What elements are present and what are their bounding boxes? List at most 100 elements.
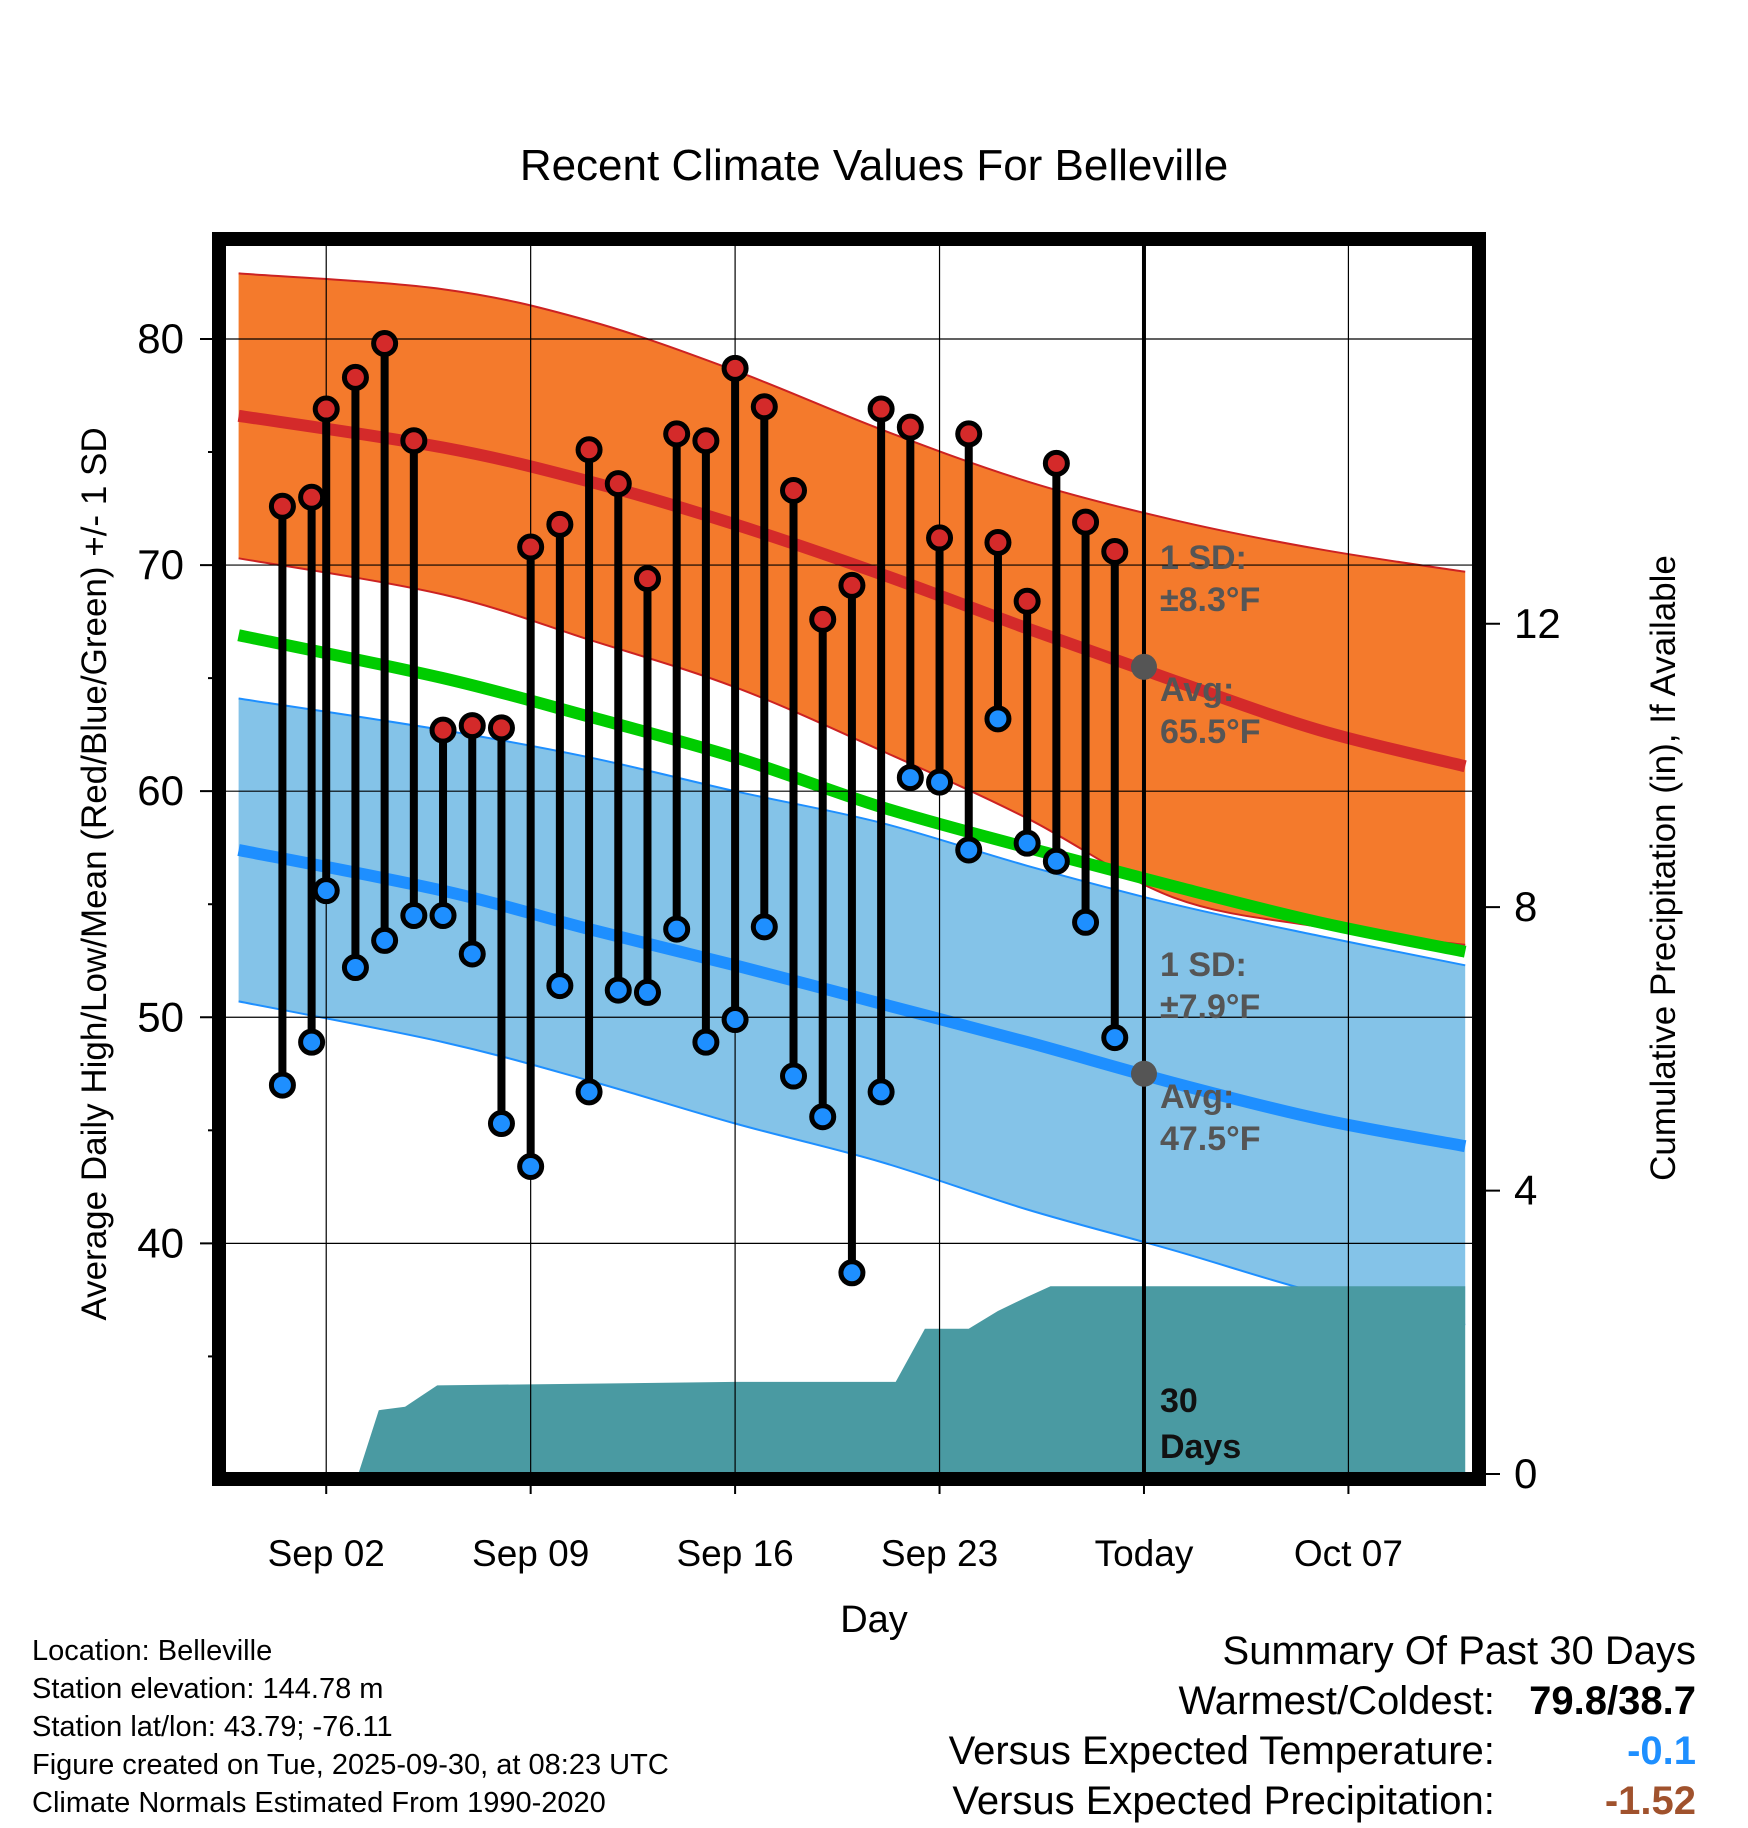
temp-label: Versus Expected Temperature: xyxy=(948,1729,1495,1773)
high-point xyxy=(663,420,691,448)
warmest-value: 79.8/38.7 xyxy=(1529,1679,1696,1723)
high-sd-value: ±8.3°F xyxy=(1160,581,1260,619)
elevation-text: Station elevation: 144.78 m xyxy=(32,1673,384,1705)
low-point xyxy=(926,768,954,796)
low-point xyxy=(458,940,486,968)
low-point xyxy=(955,836,983,864)
low-point xyxy=(604,976,632,1004)
x-tick-label: Sep 09 xyxy=(472,1533,589,1574)
low-point xyxy=(984,705,1012,733)
y-tick-label: 80 xyxy=(137,315,184,362)
high-point xyxy=(926,524,954,552)
summary-panel: Summary Of Past 30 Days Warmest/Coldest:… xyxy=(949,1626,1696,1826)
high-avg-label: Avg: xyxy=(1160,671,1234,709)
x-tick-label: Today xyxy=(1095,1533,1194,1574)
precip-value: -1.52 xyxy=(1604,1779,1696,1823)
high-point xyxy=(400,427,428,455)
low-point xyxy=(692,1028,720,1056)
low-point xyxy=(1042,847,1070,875)
high-point xyxy=(984,528,1012,556)
high-point xyxy=(780,476,808,504)
low-point xyxy=(487,1110,515,1138)
low-point xyxy=(809,1103,837,1131)
summary-title: Summary Of Past 30 Days xyxy=(1222,1629,1696,1673)
low-point xyxy=(517,1153,545,1180)
today-avg-low-marker xyxy=(1130,1060,1157,1087)
high-point xyxy=(487,714,515,742)
high-point xyxy=(1072,508,1100,536)
high-point xyxy=(341,363,369,391)
high-point xyxy=(604,470,632,498)
normals-text: Climate Normals Estimated From 1990-2020 xyxy=(32,1787,606,1819)
y2-tick-label: 4 xyxy=(1514,1167,1537,1214)
temp-value: -0.1 xyxy=(1627,1729,1696,1773)
period-unit: Days xyxy=(1160,1428,1241,1466)
high-point xyxy=(750,393,778,421)
low-point xyxy=(867,1078,895,1106)
high-point xyxy=(458,712,486,740)
high-point xyxy=(371,329,399,357)
y2-tick-label: 8 xyxy=(1514,883,1537,930)
precip-label: Versus Expected Precipitation: xyxy=(952,1779,1495,1823)
high-point xyxy=(633,565,661,593)
warmest-label: Warmest/Coldest: xyxy=(1178,1679,1495,1723)
low-point xyxy=(780,1062,808,1090)
low-point xyxy=(838,1259,866,1287)
period-label: 30 xyxy=(1160,1382,1198,1420)
low-point xyxy=(721,1006,749,1034)
observed-values xyxy=(268,329,1129,1287)
high-point xyxy=(298,483,326,511)
high-sd-label: 1 SD: xyxy=(1160,539,1247,577)
low-point xyxy=(371,926,399,954)
low-point xyxy=(298,1028,326,1056)
high-point xyxy=(896,413,924,441)
high-point xyxy=(955,420,983,448)
high-point xyxy=(721,354,749,382)
latlon-text: Station lat/lon: 43.79; -76.11 xyxy=(32,1711,393,1743)
y2-tick-label: 12 xyxy=(1514,600,1561,647)
high-point xyxy=(575,436,603,464)
precip-area xyxy=(334,1286,1466,1474)
chart-title: Recent Climate Values For Belleville xyxy=(520,141,1228,190)
high-point xyxy=(312,395,340,423)
x-tick-label: Sep 02 xyxy=(268,1533,385,1574)
summary-temp-row: Versus Expected Temperature: -0.1 xyxy=(949,1726,1696,1776)
high-point xyxy=(429,716,457,744)
x-tick-label: Sep 16 xyxy=(676,1533,793,1574)
low-point xyxy=(268,1071,296,1099)
high-point xyxy=(517,533,545,561)
low-point xyxy=(429,902,457,930)
high-point xyxy=(692,427,720,455)
y2-tick-label: 0 xyxy=(1514,1450,1537,1497)
y-axis-label: Average Daily High/Low/Mean (Red/Blue/Gr… xyxy=(75,427,114,1320)
low-avg-label: Avg: xyxy=(1160,1078,1234,1116)
high-point xyxy=(268,492,296,520)
axes: Sep 02 Sep 09 Sep 16 Sep 23 Today Oct 0740506… xyxy=(137,232,1561,1574)
low-sd-value: ±7.9°F xyxy=(1160,988,1260,1026)
y-tick-label: 50 xyxy=(137,993,184,1040)
low-point xyxy=(1072,908,1100,936)
low-point xyxy=(663,915,691,943)
low-point xyxy=(546,972,574,1000)
high-point xyxy=(1013,587,1041,615)
high-point xyxy=(1101,538,1129,565)
x-axis-label: Day xyxy=(840,1599,908,1641)
x-tick-label: Sep 23 xyxy=(881,1533,998,1574)
low-point xyxy=(750,913,778,941)
created-text: Figure created on Tue, 2025-09-30, at 08… xyxy=(32,1749,669,1781)
low-point xyxy=(896,764,924,792)
summary-warmest-row: Warmest/Coldest: 79.8/38.7 xyxy=(949,1676,1697,1726)
x-tick-label: Oct 07 xyxy=(1294,1533,1403,1574)
high-point xyxy=(867,395,895,423)
summary-precip-row: Versus Expected Precipitation: -1.52 xyxy=(949,1776,1696,1826)
low-point xyxy=(400,902,428,930)
low-point xyxy=(1013,829,1041,857)
high-avg-value: 65.5°F xyxy=(1160,713,1261,751)
low-sd-lower-line xyxy=(238,1000,1466,1326)
today-avg-high-marker xyxy=(1130,653,1157,680)
y-tick-label: 60 xyxy=(137,767,184,814)
station-info: Location: Belleville Station elevation: … xyxy=(32,1632,669,1822)
y-tick-label: 40 xyxy=(137,1219,184,1266)
plot-area: 1 SD: ±8.3°F Avg: 65.5°F 1 SD: ±7.9°F Avg: 47.5… xyxy=(224,244,1474,1474)
